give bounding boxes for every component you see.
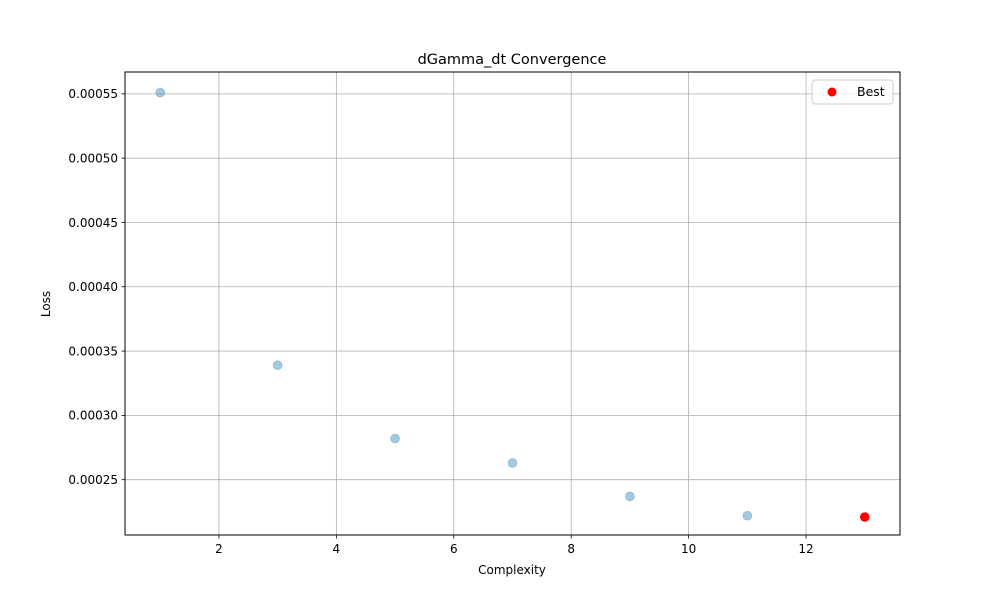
y-axis-ticks: 0.00025 0.00030 0.00035 0.00040 0.00045 0.000… bbox=[68, 87, 125, 487]
x-tick-label: 12 bbox=[798, 542, 813, 556]
x-axis-label: Complexity bbox=[478, 563, 546, 577]
y-tick-label: 0.00050 bbox=[68, 151, 118, 165]
legend: Best bbox=[811, 79, 894, 105]
x-tick-label: 6 bbox=[450, 542, 458, 556]
y-tick-label: 0.00045 bbox=[68, 216, 118, 230]
data-point bbox=[272, 360, 283, 371]
y-tick-label: 0.00035 bbox=[68, 344, 118, 358]
x-tick-label: 2 bbox=[215, 542, 223, 556]
best-point bbox=[859, 512, 870, 522]
legend-box bbox=[811, 79, 894, 105]
x-axis-ticks: 2 4 6 8 10 12 bbox=[215, 535, 814, 556]
y-tick-label: 0.00025 bbox=[68, 473, 118, 487]
y-tick-label: 0.00055 bbox=[68, 87, 118, 101]
data-point bbox=[742, 510, 753, 521]
data-point bbox=[155, 87, 166, 98]
legend-label-best: Best bbox=[857, 84, 885, 99]
y-axis-label: Loss bbox=[39, 291, 53, 317]
y-tick-label: 0.00040 bbox=[68, 280, 118, 294]
grid bbox=[125, 72, 900, 535]
x-tick-label: 4 bbox=[333, 542, 341, 556]
plot-frame bbox=[124, 71, 901, 536]
data-point bbox=[507, 458, 518, 468]
data-point bbox=[390, 433, 400, 444]
y-tick-label: 0.00030 bbox=[68, 409, 118, 423]
legend-marker-best bbox=[827, 87, 837, 97]
x-tick-label: 10 bbox=[681, 542, 696, 556]
data-points bbox=[155, 87, 870, 522]
x-tick-label: 8 bbox=[567, 542, 575, 556]
data-point bbox=[625, 491, 635, 502]
chart-title: dGamma_dt Convergence bbox=[418, 52, 607, 68]
